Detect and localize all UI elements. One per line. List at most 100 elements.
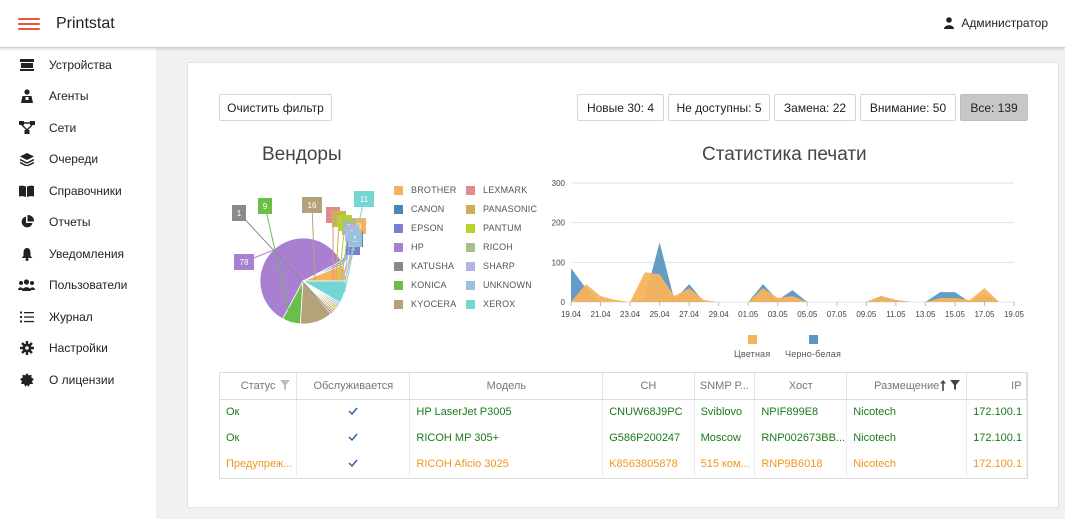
column-header-host[interactable]: Хост [754,373,848,400]
legend-color: Цветная [734,335,770,359]
sidebar-item-notifications[interactable]: Уведомления [0,238,156,270]
series-area [571,242,1014,302]
legend-item-canon[interactable]: CANON [394,204,445,214]
layers-icon [18,152,35,166]
main-content: Очистить фильтр Новые 30: 4 Не доступны:… [156,48,1065,519]
license-icon [18,372,35,387]
filter-new-button[interactable]: Новые 30: 4 [577,94,664,121]
user-menu[interactable]: Администратор [944,16,1048,30]
legend-item-ricoh[interactable]: RICOH [466,242,513,252]
legend-item-brother[interactable]: BROTHER [394,185,456,195]
pie-value-box [348,231,362,247]
cell-serial: CNUW68J9PC [602,399,695,425]
sidebar-item-label: Журнал [49,309,93,324]
legend-swatch [394,223,403,233]
column-header-model[interactable]: Модель [409,373,604,400]
column-header-serial[interactable]: СН [602,373,695,400]
legend-item-kyocera[interactable]: KYOCERA [394,299,456,309]
legend-label: RICOH [483,242,513,252]
legend-label: EPSON [411,223,444,233]
checkmark-icon [348,407,358,416]
agent-icon [18,89,35,104]
checkmark-icon [348,459,358,468]
cell-serviced [296,451,411,477]
legend-item-katusha[interactable]: KATUSHA [394,261,454,271]
y-tick-label: 100 [552,258,566,267]
print-stats-area-chart: 0 100 200 300 19.04 21.04 23.04 25.04 27.04 29.04… [552,179,1025,319]
filter-icon[interactable] [950,380,961,390]
cell-location: Nicotech [846,451,968,477]
legend-label: KONICA [411,280,447,290]
column-header-status[interactable]: Статус [220,373,298,400]
filter-all-button[interactable]: Все: 139 [960,94,1028,121]
sidebar-item-reports[interactable]: Отчеты [0,207,156,239]
column-header-ip[interactable]: IP [966,373,1027,400]
legend-label: CANON [411,204,445,214]
sort-up-icon[interactable] [940,380,947,391]
pie-value-label: 9 [263,202,268,211]
cell-ip: 172.100.1 [966,451,1027,477]
pie-value-label: 1 [237,209,242,218]
table-row[interactable]: Ок RICOH MP 305+ G586P200247 Moscow RNP00267… [220,425,1027,451]
x-tick-label: 29.04 [709,310,730,319]
legend-item-konica[interactable]: KONICA [394,280,447,290]
cell-model: HP LaserJet P3005 [409,399,604,425]
sidebar-item-license[interactable]: О лицензии [0,364,156,396]
column-header-serviced[interactable]: Обслуживается [296,373,411,400]
legend-item-hp[interactable]: HP [394,242,424,252]
sidebar-item-label: Сети [49,120,77,135]
pie-callout-line [264,205,292,323]
cell-status: Предупреж... [220,451,298,477]
vendors-chart-title: Вендоры [262,144,342,165]
legend-item-lexmark[interactable]: LEXMARK [466,185,527,195]
pie-callout-line [311,204,318,322]
legend-label: KYOCERA [411,299,457,309]
filter-attention-button[interactable]: Внимание: 50 [860,94,956,121]
sidebar-item-queues[interactable]: Очереди [0,144,156,176]
sidebar-item-journal[interactable]: Журнал [0,301,156,333]
legend-label: PANASONIC [483,204,538,214]
list-icon [18,310,35,324]
legend-item-unknown[interactable]: UNKNOWN [466,280,532,290]
network-icon [18,121,35,135]
legend-item-sharp[interactable]: SHARP [466,261,515,271]
x-tick-label: 21.04 [591,310,612,319]
x-tick-label: 25.04 [650,310,671,319]
cell-location: Nicotech [846,399,968,425]
pie-value-label: 78 [240,258,249,267]
legend-item-panasonic[interactable]: PANASONIC [466,204,537,214]
x-tick-label: 19.04 [561,310,582,319]
legend-label: XEROX [483,299,516,309]
column-header-snmp[interactable]: SNMP Р... [694,373,756,400]
sidebar-item-users[interactable]: Пользователи [0,270,156,302]
cell-serial: G586P200247 [602,425,695,451]
filter-icon[interactable] [280,380,291,390]
sidebar-item-devices[interactable]: Устройства [0,49,156,81]
table-row[interactable]: Ок HP LaserJet P3005 CNUW68J9PC Sviblovo NPI… [220,399,1027,425]
sidebar-item-settings[interactable]: Настройки [0,333,156,365]
grid-header-row: Статус Обслуживается Модель СН SNMP Р...… [220,373,1027,400]
sidebar-item-references[interactable]: Справочники [0,175,156,207]
table-row[interactable]: Предупреж... RICOH Aficio 3025 K8563805878… [220,451,1027,477]
legend-item-xerox[interactable]: XEROX [466,299,516,309]
sidebar-item-networks[interactable]: Сети [0,112,156,144]
legend-item-epson[interactable]: EPSON [394,223,444,233]
y-tick-label: 300 [552,179,566,188]
pie-value-box [354,191,374,207]
legend-swatch [466,261,475,271]
filter-replace-button[interactable]: Замена: 22 [774,94,856,121]
column-label: Размещение [874,379,940,392]
sidebar-item-agents[interactable]: Агенты [0,81,156,113]
pie-callout-line [344,198,365,293]
legend-swatch [466,185,475,195]
app-title: Printstat [56,14,115,32]
x-tick-label: 01.05 [738,310,759,319]
gear-icon [18,341,35,356]
hamburger-menu-icon[interactable] [18,15,40,33]
cell-status: Ок [220,425,298,451]
filter-unavailable-button[interactable]: Не доступны: 5 [668,94,770,121]
legend-item-pantum[interactable]: PANTUM [466,223,522,233]
y-tick-label: 0 [561,298,566,307]
column-header-location[interactable]: Размещение [846,373,968,400]
clear-filter-button[interactable]: Очистить фильтр [219,94,332,121]
